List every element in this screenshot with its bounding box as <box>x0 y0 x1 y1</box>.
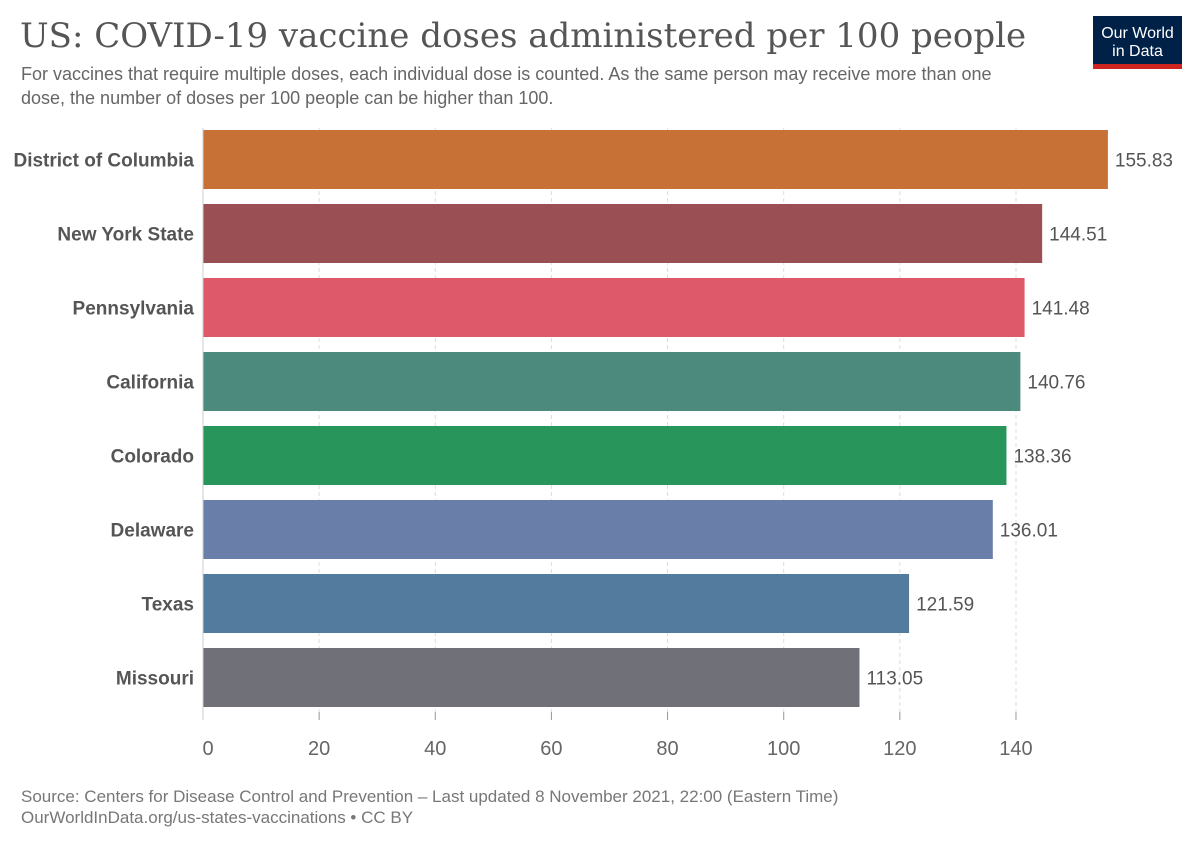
bar-chart: District of Columbia 155.83 New York State… <box>13 128 1173 760</box>
logo-line-2: in Data <box>1112 43 1163 60</box>
bar[interactable] <box>203 426 1007 485</box>
owid-logo[interactable]: Our World in Data <box>1093 16 1182 69</box>
bar[interactable] <box>203 130 1108 189</box>
value-label: 155.83 <box>1115 151 1173 172</box>
value-label: 136.01 <box>1000 521 1058 542</box>
bar[interactable] <box>203 204 1043 263</box>
bar[interactable] <box>203 352 1021 411</box>
x-tick-label: 80 <box>656 738 678 760</box>
bar[interactable] <box>203 648 860 707</box>
value-label: 141.48 <box>1032 299 1090 320</box>
x-tick-label: 20 <box>308 738 330 760</box>
logo-line-1: Our World <box>1101 25 1174 42</box>
category-label: Pennsylvania <box>73 299 195 320</box>
x-tick-label: 40 <box>424 738 446 760</box>
value-label: 144.51 <box>1049 225 1107 246</box>
value-label: 140.76 <box>1027 373 1085 394</box>
chart-subtitle: For vaccines that require multiple doses… <box>21 64 992 108</box>
x-tick-label: 0 <box>202 738 213 760</box>
category-label: California <box>106 373 194 394</box>
category-label: District of Columbia <box>13 151 194 172</box>
category-label: Delaware <box>111 521 194 542</box>
x-axis: 0 20 40 60 80 100 120 140 <box>202 128 1033 760</box>
value-label: 121.59 <box>916 595 974 616</box>
value-label: 113.05 <box>866 669 923 690</box>
value-label: 138.36 <box>1013 447 1071 468</box>
bar[interactable] <box>203 574 910 633</box>
bar[interactable] <box>203 500 993 559</box>
x-tick-label: 140 <box>999 738 1032 760</box>
source-text: Source: Centers for Disease Control and … <box>21 787 839 806</box>
bars: District of Columbia 155.83 New York State… <box>13 130 1173 707</box>
category-label: Missouri <box>116 669 194 690</box>
category-label: Colorado <box>111 447 194 468</box>
category-label: Texas <box>142 595 194 616</box>
category-label: New York State <box>57 225 194 246</box>
chart-title: US: COVID-19 vaccine doses administered … <box>20 16 1027 56</box>
license-text[interactable]: OurWorldInData.org/us-states-vaccination… <box>21 808 414 827</box>
x-tick-label: 100 <box>767 738 800 760</box>
chart-source: Source: Centers for Disease Control and … <box>21 786 1171 828</box>
x-tick-label: 120 <box>883 738 916 760</box>
bar[interactable] <box>203 278 1025 337</box>
x-tick-label: 60 <box>540 738 562 760</box>
